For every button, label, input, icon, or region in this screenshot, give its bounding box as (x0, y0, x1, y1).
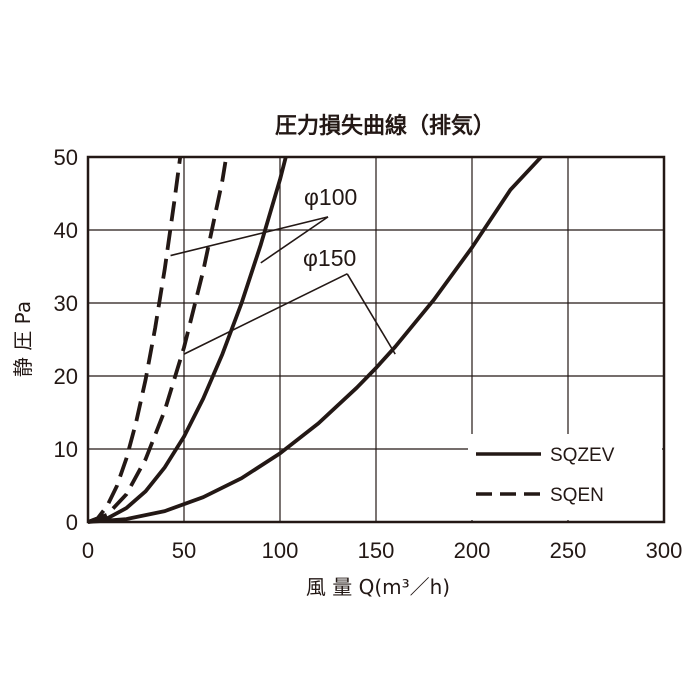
legend-label-sqen: SQEN (550, 485, 604, 506)
x-tick-label: 100 (262, 538, 299, 563)
annotation-leader-lines (170, 216, 396, 355)
x-tick-label: 150 (358, 538, 395, 563)
annotation-phi100: φ100 (304, 184, 357, 210)
x-tick-label: 250 (550, 538, 587, 563)
x-tick-label: 300 (646, 538, 683, 563)
y-tick-labels: 0 10 20 30 40 50 (54, 145, 78, 535)
x-tick-labels: 0 50 100 150 200 250 300 (82, 538, 682, 563)
annotation-phi150: φ150 (303, 245, 356, 271)
x-tick-label: 50 (172, 538, 196, 563)
y-tick-label: 50 (54, 145, 78, 170)
annotation-leader-phi150-sqzev (346, 273, 396, 355)
y-tick-label: 10 (54, 437, 78, 462)
series-line-sqen-150 (87, 156, 229, 524)
y-tick-label: 0 (66, 510, 78, 535)
x-tick-label: 0 (82, 538, 94, 563)
y-tick-label: 30 (54, 291, 78, 316)
series-line-sqen-100 (87, 156, 183, 524)
annotation-leader-phi150-sqen (183, 273, 348, 355)
series-line-sqzev-150 (87, 155, 543, 524)
y-tick-label: 40 (54, 218, 78, 243)
legend-box (468, 434, 662, 520)
chart-title: 圧力損失曲線（排気） (275, 113, 495, 139)
x-tick-label: 200 (454, 538, 491, 563)
x-axis-title: 風 量 Q(m³／h) (306, 575, 450, 599)
series-line-sqzev-100 (87, 156, 288, 524)
annotation-leader-phi100-sqen (170, 216, 329, 257)
grid-lines (88, 157, 664, 522)
series-lines (87, 155, 543, 524)
plot-frame (86, 155, 666, 524)
y-tick-label: 20 (54, 364, 78, 389)
legend-label-sqzev: SQZEV (550, 445, 615, 466)
annotation-leader-phi100-sqzev (260, 216, 329, 264)
y-axis-title: 静 圧 Pa (11, 301, 35, 377)
